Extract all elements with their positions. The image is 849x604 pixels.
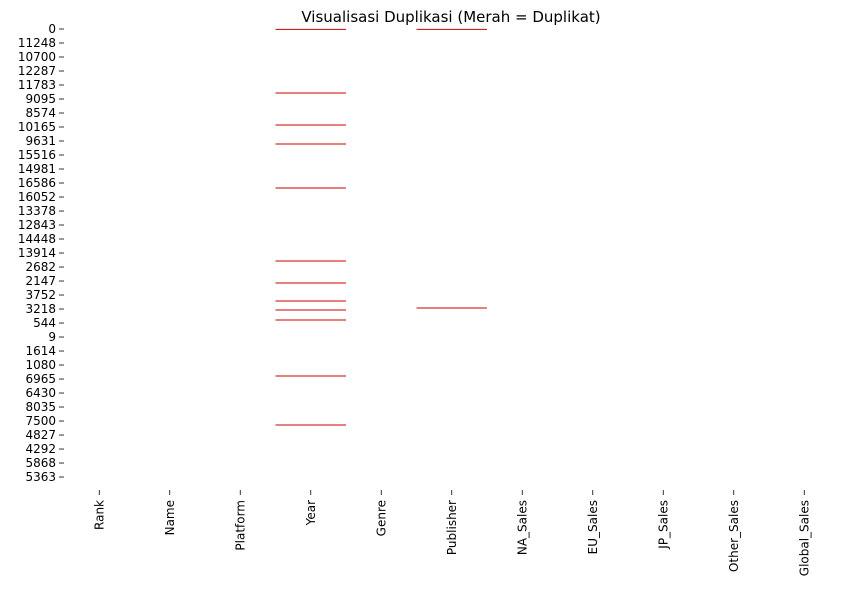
- y-tick-label: 9095: [25, 92, 56, 106]
- x-tick-label: Rank: [92, 500, 106, 530]
- y-tick-label: 12287: [18, 64, 56, 78]
- y-tick-label: 544: [33, 316, 56, 330]
- y-tick-label: 6430: [25, 386, 56, 400]
- y-tick-label: 16586: [18, 176, 56, 190]
- y-tick-label: 3752: [25, 288, 56, 302]
- x-tick-label: Platform: [233, 500, 247, 551]
- y-tick-label: 16052: [18, 190, 56, 204]
- y-tick-label: 8035: [25, 400, 56, 414]
- x-tick-label: Year: [304, 500, 318, 526]
- y-tick-label: 6965: [25, 372, 56, 386]
- y-tick-label: 15516: [18, 148, 56, 162]
- x-tick-label: NA_Sales: [515, 500, 529, 555]
- y-tick-label: 8574: [25, 106, 56, 120]
- y-tick-label: 1614: [25, 344, 56, 358]
- chart-title: Visualisasi Duplikasi (Merah = Duplikat): [301, 8, 600, 26]
- y-tick-label: 9631: [25, 134, 56, 148]
- x-tick-label: Genre: [374, 500, 388, 536]
- y-tick-label: 5363: [25, 470, 56, 484]
- y-tick-label: 0: [48, 22, 56, 36]
- x-tick-label: Global_Sales: [797, 500, 811, 576]
- y-tick-label: 1080: [25, 358, 56, 372]
- x-tick-label: JP_Sales: [656, 500, 670, 550]
- y-tick-label: 14981: [18, 162, 56, 176]
- x-tick-label: Name: [163, 500, 177, 535]
- y-tick-label: 2147: [25, 274, 56, 288]
- y-tick-label: 2682: [25, 260, 56, 274]
- y-tick-label: 13378: [18, 204, 56, 218]
- y-tick-label: 3218: [25, 302, 56, 316]
- y-tick-label: 10700: [18, 50, 56, 64]
- y-tick-label: 10165: [18, 120, 56, 134]
- y-tick-label: 14448: [18, 232, 56, 246]
- x-tick-label: Other_Sales: [727, 500, 741, 572]
- y-tick-label: 13914: [18, 246, 56, 260]
- x-tick-label: EU_Sales: [586, 500, 600, 554]
- y-tick-label: 11783: [18, 78, 56, 92]
- y-tick-label: 5868: [25, 456, 56, 470]
- y-tick-label: 4292: [25, 442, 56, 456]
- y-tick-label: 9: [48, 330, 56, 344]
- y-tick-label: 12843: [18, 218, 56, 232]
- x-tick-label: Publisher: [445, 500, 459, 555]
- y-tick-label: 7500: [25, 414, 56, 428]
- y-tick-label: 4827: [25, 428, 56, 442]
- y-tick-label: 11248: [18, 36, 56, 50]
